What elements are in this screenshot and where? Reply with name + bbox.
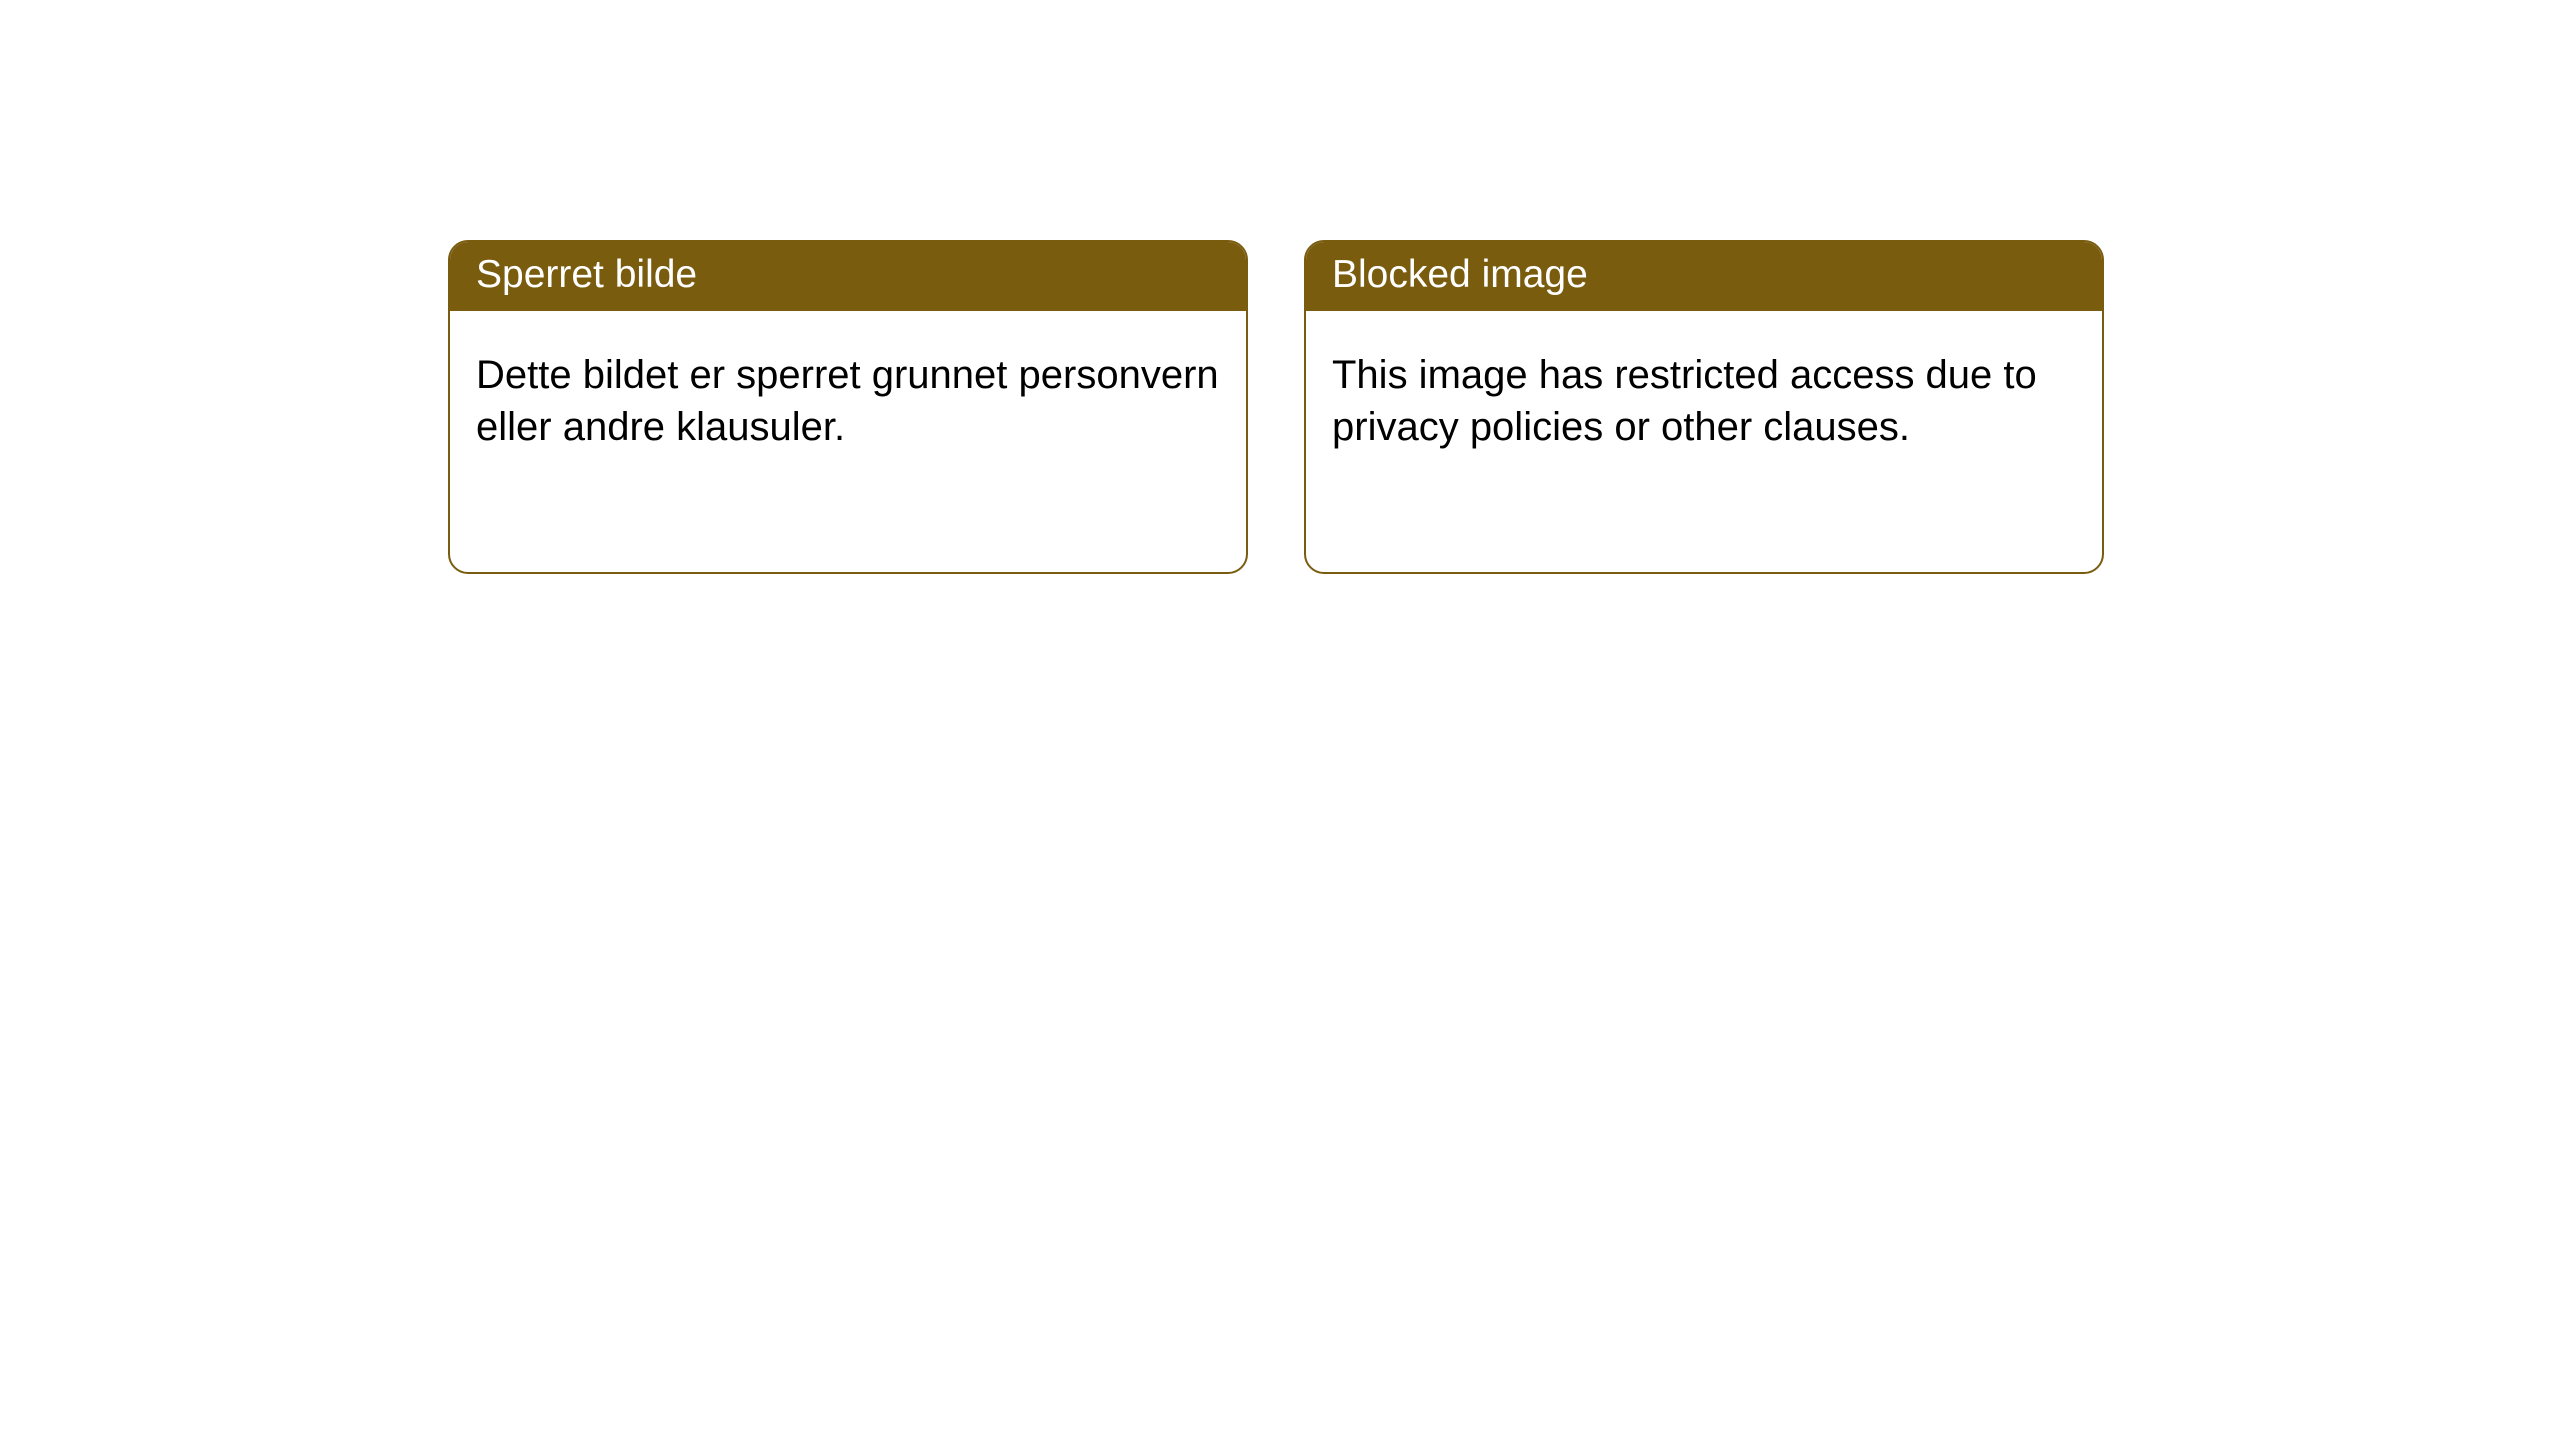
notice-card-english: Blocked image This image has restricted … [1304,240,2104,574]
notice-body-norwegian: Dette bildet er sperret grunnet personve… [450,311,1246,479]
notice-card-norwegian: Sperret bilde Dette bildet er sperret gr… [448,240,1248,574]
notice-header-english: Blocked image [1306,242,2102,311]
notice-body-english: This image has restricted access due to … [1306,311,2102,479]
notice-container: Sperret bilde Dette bildet er sperret gr… [0,0,2560,574]
notice-header-norwegian: Sperret bilde [450,242,1246,311]
